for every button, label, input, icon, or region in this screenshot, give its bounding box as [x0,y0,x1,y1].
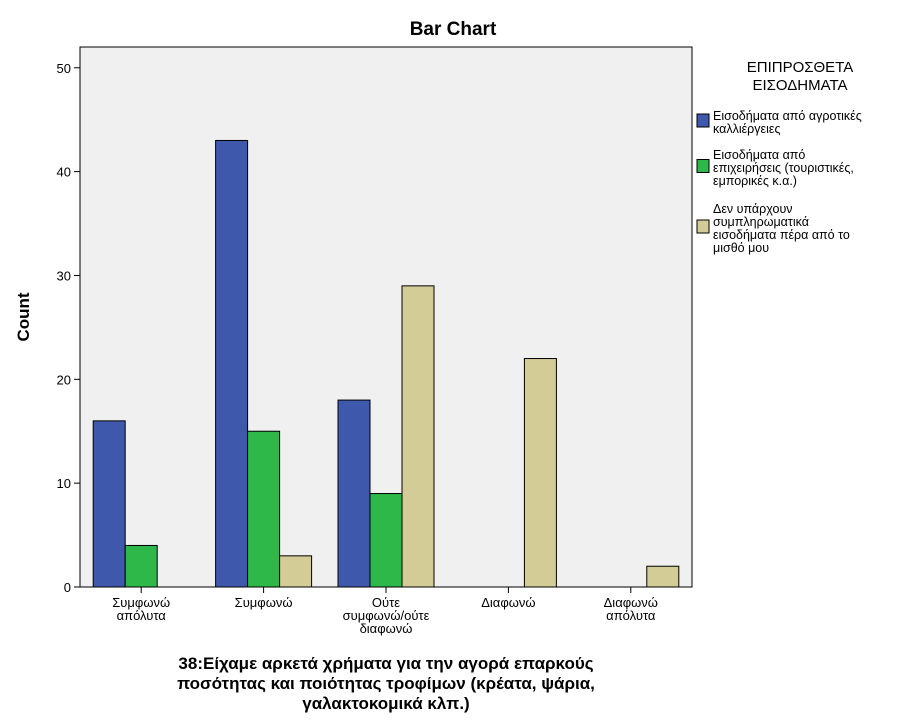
legend-label-2: Εισοδήματα από επιχειρήσεις (τουριστικές,… [713,148,854,188]
bar-series-1-category-2 [215,139,249,588]
bar-series-2-category-1 [124,544,158,588]
bar-series-3-category-3 [401,285,435,588]
bar-series-1-category-1 [92,420,126,588]
legend-swatch-1 [696,113,710,128]
bar-series-3-category-4 [523,358,557,588]
x-tick-label: Συμφωνώ [235,595,293,610]
y-tick-label: 10 [57,476,71,491]
legend-label-3: Δεν υπάρχουν συμπληρωματικά εισοδήματα πέρ… [713,202,850,255]
y-tick-label: 30 [57,268,71,283]
x-tick-label: Διαφωνώ απόλυτα [604,595,658,623]
y-tick-label: 0 [64,580,71,595]
y-tick-label: 40 [57,165,71,180]
x-tick-label: Διαφωνώ [481,595,535,610]
x-tick-label: Συμφωνώ απόλυτα [112,595,170,623]
legend-swatch-2 [696,159,710,173]
legend-swatch-3 [696,219,710,234]
bar-series-1-category-3 [337,399,371,588]
bar-series-2-category-2 [247,430,281,588]
legend-title: ΕΠΙΠΡΟΣΘΕΤΑ ΕΙΣΟΔΗΜΑΤΑ [747,59,854,94]
x-axis-label: 38:Είχαμε αρκετά χρήματα για την αγορά ε… [177,654,595,713]
y-tick-label: 20 [57,372,71,387]
bar-series-2-category-3 [369,493,403,588]
y-axis-label: Count [14,292,33,341]
y-tick-label: 50 [57,61,71,76]
x-tick-label: Ούτε συμφωνώ/ούτε διαφωνώ [343,595,430,636]
chart-title: Bar Chart [410,19,497,40]
legend-label-1: Εισοδήματα από αγροτικές καλλιέργειες [713,109,862,136]
bar-series-3-category-5 [646,565,680,588]
bar-series-3-category-2 [279,555,313,588]
